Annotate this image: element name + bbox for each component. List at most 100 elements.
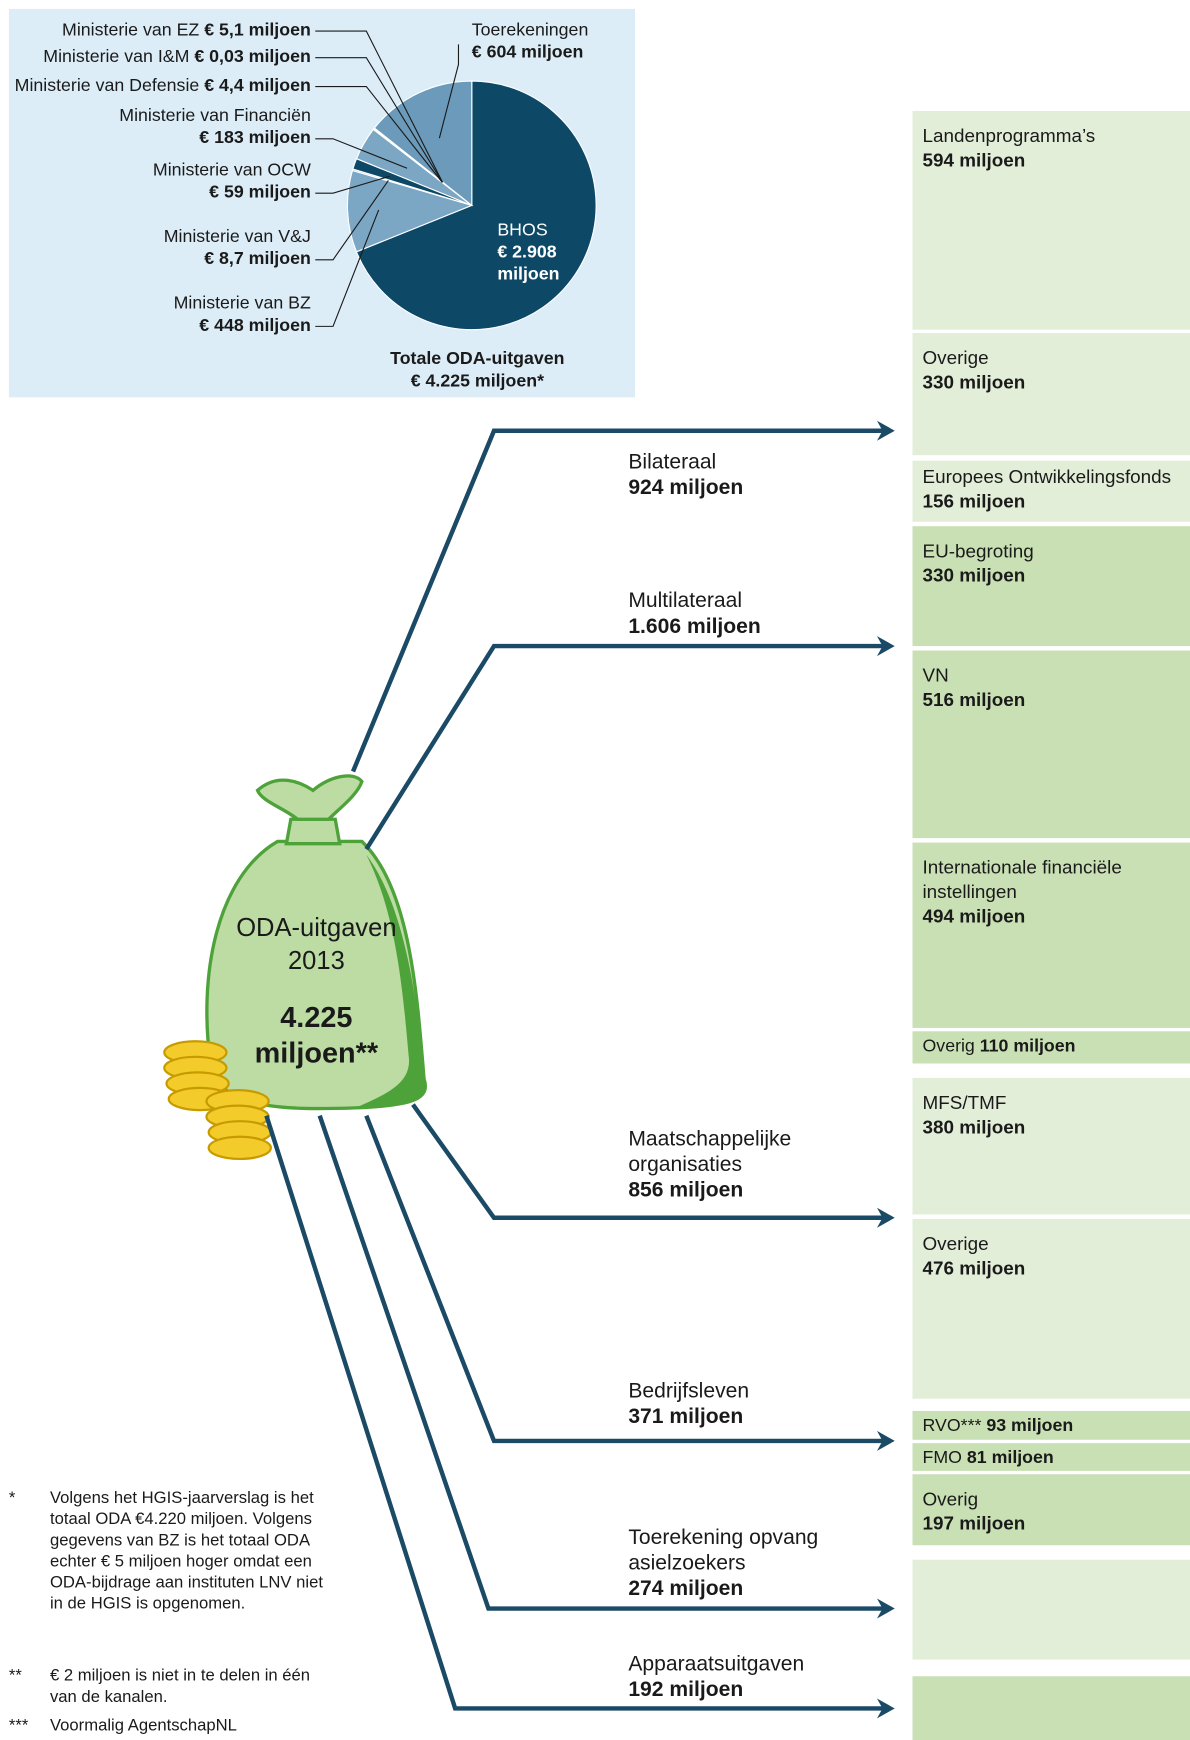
box bbox=[913, 1560, 1190, 1660]
pie-label: Toerekeningen€ 604 miljoen bbox=[472, 20, 639, 64]
box-label: MFS/TMF380 miljoen bbox=[922, 1091, 1180, 1140]
flow-amount: 856 miljoen bbox=[628, 1178, 844, 1204]
box-label: Landenprogramma’s594 miljoen bbox=[922, 124, 1180, 173]
flow-name: Bedrijfsleven bbox=[628, 1379, 844, 1405]
slice-name: Ministerie van OCW bbox=[153, 160, 311, 182]
pie-label: Ministerie van Defensie € 4,4 miljoen bbox=[15, 75, 311, 97]
box-amount: 476 miljoen bbox=[922, 1257, 1180, 1281]
box-amount: 197 miljoen bbox=[922, 1512, 1180, 1536]
pie-label: Ministerie van V&J€ 8,7 miljoen bbox=[164, 226, 311, 270]
box-name: VN bbox=[922, 664, 1180, 688]
footnote-marker: ** bbox=[9, 1665, 22, 1686]
box-amount: 380 miljoen bbox=[922, 1116, 1180, 1140]
pie-title: Totale ODA-uitgaven bbox=[322, 349, 633, 371]
bag-year: 2013 bbox=[222, 944, 411, 977]
box-amount: 516 miljoen bbox=[922, 688, 1180, 712]
pie-label: Ministerie van Financiën€ 183 miljoen bbox=[119, 105, 311, 149]
box-amount: 156 miljoen bbox=[922, 490, 1180, 514]
bag-knot bbox=[258, 776, 362, 819]
flow-name: Toerekening opvang asielzoekers bbox=[628, 1525, 844, 1576]
flow-amount: 371 miljoen bbox=[628, 1404, 844, 1430]
pie bbox=[347, 81, 596, 330]
slice-value: € 4,4 miljoen bbox=[204, 77, 311, 96]
flow-name: Apparaatsuitgaven bbox=[628, 1652, 844, 1678]
box-amount: 81 miljoen bbox=[967, 1449, 1054, 1468]
slice-name: Ministerie van Financiën bbox=[119, 105, 311, 127]
flow-name: Maatschappelijke organisaties bbox=[628, 1127, 844, 1178]
box-amount: 494 miljoen bbox=[922, 905, 1155, 929]
infographic: BHOS€ 2.908 miljoen Ministerie van BZ€ 44… bbox=[0, 0, 1190, 1740]
flow-amount: 924 miljoen bbox=[628, 475, 844, 501]
slice-value: € 2.908 miljoen bbox=[497, 242, 575, 286]
box-amount: 330 miljoen bbox=[922, 371, 1180, 395]
pie-label: Ministerie van EZ € 5,1 miljoen bbox=[62, 20, 311, 42]
bag-title: ODA-uitgaven bbox=[222, 910, 411, 943]
pie-total: Totale ODA-uitgaven€ 4.225 miljoen* bbox=[322, 349, 633, 393]
box-name: Overige bbox=[922, 1232, 1180, 1256]
flow-amount: 192 miljoen bbox=[628, 1677, 844, 1703]
pie-label: Ministerie van BZ€ 448 miljoen bbox=[174, 293, 311, 337]
bag-total: 4.225 miljoen** bbox=[228, 999, 406, 1070]
flow-name: Bilateraal bbox=[628, 450, 844, 476]
box-label: RVO*** 93 miljoen bbox=[922, 1415, 1180, 1437]
box-name: Overige bbox=[922, 346, 1180, 370]
footnote-text: Volgens het HGIS-jaarverslag is het tota… bbox=[50, 1488, 325, 1615]
box-name: Overig bbox=[922, 1488, 1180, 1512]
slice-value: € 59 miljoen bbox=[153, 182, 311, 204]
flow-amount: 1.606 miljoen bbox=[628, 614, 844, 640]
slice-value: € 183 miljoen bbox=[119, 128, 311, 150]
box bbox=[913, 1676, 1190, 1740]
pie-label: Ministerie van I&M € 0,03 miljoen bbox=[43, 47, 311, 69]
slice-value: € 0,03 miljoen bbox=[194, 48, 310, 67]
footnote: *** Voormalig AgentschapNL bbox=[9, 1715, 325, 1736]
page: BHOS€ 2.908 miljoen Ministerie van BZ€ 44… bbox=[0, 0, 1190, 1740]
flow-label: Bedrijfsleven371 miljoen bbox=[628, 1379, 844, 1430]
slice-value: € 5,1 miljoen bbox=[204, 21, 311, 40]
footnote: * Volgens het HGIS-jaarverslag is het tot… bbox=[9, 1488, 325, 1615]
flow-label: Multilateraal1.606 miljoen bbox=[628, 588, 844, 639]
box-amount: 594 miljoen bbox=[922, 149, 1180, 173]
slice-name: Ministerie van EZ bbox=[62, 21, 199, 40]
flow-name: Multilateraal bbox=[628, 588, 844, 614]
footnote-marker: *** bbox=[9, 1715, 28, 1736]
slice-name: Ministerie van V&J bbox=[164, 226, 311, 248]
box-label: Overig 110 miljoen bbox=[922, 1036, 1180, 1058]
box-name: MFS/TMF bbox=[922, 1091, 1180, 1115]
box-name: EU-begroting bbox=[922, 540, 1180, 564]
slice-name: Ministerie van BZ bbox=[174, 293, 311, 315]
box-name: Europees Ontwikkelingsfonds bbox=[922, 465, 1180, 489]
box-name: Overig bbox=[922, 1037, 974, 1056]
box-name: FMO bbox=[922, 1449, 961, 1468]
box-label: FMO 81 miljoen bbox=[922, 1448, 1180, 1470]
box-amount: 110 miljoen bbox=[980, 1037, 1076, 1056]
slice-name: Ministerie van Defensie bbox=[15, 77, 200, 96]
pie-label: BHOS€ 2.908 miljoen bbox=[497, 220, 575, 287]
flow-label: Bilateraal924 miljoen bbox=[628, 450, 844, 501]
slice-name: BHOS bbox=[497, 220, 575, 242]
slice-name: Toerekeningen bbox=[472, 20, 639, 42]
slice-value: € 604 miljoen bbox=[472, 42, 639, 64]
slice-value: € 448 miljoen bbox=[174, 315, 311, 337]
flow-amount: 274 miljoen bbox=[628, 1576, 844, 1602]
box-label: EU-begroting330 miljoen bbox=[922, 540, 1180, 589]
footnote: **€ 2 miljoen is niet in te delen in één… bbox=[9, 1665, 325, 1707]
pie-label: Ministerie van OCW€ 59 miljoen bbox=[153, 160, 311, 204]
box-amount: 93 miljoen bbox=[986, 1416, 1073, 1435]
bag-neck bbox=[286, 819, 339, 843]
box-name: Internationale financiële instellingen bbox=[922, 856, 1155, 905]
box-amount: 330 miljoen bbox=[922, 564, 1180, 588]
footnote-marker: * bbox=[9, 1488, 15, 1509]
slice-value: € 8,7 miljoen bbox=[164, 249, 311, 271]
bag-total-value: 4.225 miljoen** bbox=[255, 1000, 378, 1069]
footnote-text: Voormalig AgentschapNL bbox=[50, 1715, 325, 1736]
